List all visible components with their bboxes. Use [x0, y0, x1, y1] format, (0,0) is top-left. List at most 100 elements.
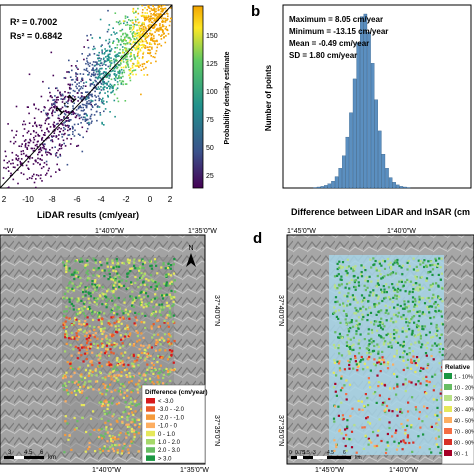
scatter-point — [155, 10, 157, 13]
map-pixel — [171, 295, 174, 299]
map-pixel — [404, 290, 407, 293]
scatter-point — [133, 69, 135, 72]
scatter-point — [44, 174, 47, 176]
map-pixel — [418, 325, 421, 328]
map-pixel — [110, 375, 113, 378]
scatter-point — [11, 159, 14, 161]
scatter-point — [82, 85, 85, 87]
map-pixel — [425, 415, 428, 418]
map-pixel — [350, 344, 353, 348]
scatter-point — [138, 43, 140, 46]
scatter-point — [100, 78, 102, 80]
map-pixel — [76, 357, 79, 360]
scatter-point — [110, 91, 112, 94]
map-pixel — [404, 441, 407, 445]
map-pixel — [81, 295, 84, 298]
map-pixel — [168, 334, 171, 337]
map-pixel — [422, 328, 425, 331]
legend-swatch — [444, 417, 452, 423]
scatter-point — [70, 65, 73, 67]
scatter-point — [132, 8, 135, 11]
scatter-point — [149, 52, 151, 55]
map-pixel — [130, 421, 133, 424]
map-pixel — [140, 272, 143, 275]
scatter-point — [99, 18, 102, 21]
scatter-point — [155, 24, 158, 26]
map-pixel — [339, 335, 342, 338]
map-pixel — [376, 374, 379, 377]
map-pixel — [98, 315, 101, 318]
scatter-point — [90, 99, 92, 102]
map-pixel — [118, 417, 121, 420]
scatter-point — [64, 104, 66, 107]
scatter-point — [118, 74, 120, 77]
map-pixel — [118, 280, 121, 283]
map-pixel — [88, 277, 91, 280]
scatter-point — [92, 61, 95, 63]
map-pixel — [91, 351, 94, 354]
map-pixel — [105, 401, 108, 404]
map-pixel — [169, 267, 172, 270]
map-pixel — [109, 383, 112, 386]
scatter-point — [143, 16, 146, 19]
scatter-point — [167, 33, 170, 35]
scatter-point — [99, 62, 102, 64]
map-pixel — [369, 386, 372, 389]
scatter-point — [174, 20, 176, 22]
scatter-point — [115, 88, 118, 91]
scatter-point — [84, 98, 87, 101]
map-pixel — [171, 304, 174, 308]
scatter-point — [75, 109, 78, 111]
map-pixel — [406, 436, 409, 439]
scatter-point — [151, 21, 154, 24]
map-pixel — [116, 260, 119, 263]
scatter-point — [167, 1, 169, 3]
scatter-point — [106, 72, 108, 75]
map-pixel — [74, 345, 77, 348]
map-pixel — [402, 342, 405, 345]
scatter-point — [151, 33, 154, 35]
map-pixel — [174, 290, 177, 293]
map-pixel — [441, 300, 444, 303]
map-pixel — [110, 378, 113, 381]
map-pixel — [120, 452, 123, 455]
scatter-point — [123, 39, 126, 41]
map-pixel — [149, 354, 152, 358]
scatter-point — [16, 209, 18, 211]
scatter-point — [138, 40, 141, 43]
scatter-point — [115, 54, 117, 56]
scatter-point — [161, 19, 164, 22]
map-pixel — [349, 347, 352, 350]
map-pixel — [113, 321, 116, 325]
x-axis-label: LiDAR results (cm/year) — [37, 210, 139, 220]
map-pixel — [124, 308, 127, 311]
map-pixel — [125, 368, 128, 371]
scatter-point — [87, 46, 90, 49]
map-pixel — [103, 275, 106, 278]
map-pixel — [148, 346, 151, 349]
scatter-point — [69, 76, 72, 78]
scatter-point — [165, 26, 167, 28]
scatter-point — [149, 49, 151, 52]
map-pixel — [109, 423, 112, 426]
map-pixel — [370, 441, 373, 444]
map-pixel — [379, 370, 382, 373]
map-pixel — [84, 290, 87, 293]
map-pixel — [393, 387, 396, 390]
scatter-point — [67, 102, 69, 105]
scatter-point — [148, 43, 151, 45]
scatter-point — [32, 210, 34, 212]
map-pixel — [89, 339, 92, 342]
scatter-point — [61, 144, 63, 146]
map-pixel — [424, 344, 427, 347]
scatter-point — [83, 109, 85, 111]
map-pixel — [423, 325, 427, 328]
map-pixel — [93, 336, 96, 339]
map-pixel — [120, 322, 123, 325]
scatter-point — [126, 34, 129, 36]
scatter-point — [82, 118, 84, 121]
scatter-point — [85, 104, 87, 107]
map-pixel — [399, 289, 402, 292]
relative-legend: Relative 1 - 10%10 - 20%20 - 30%30 - 40%… — [441, 359, 474, 465]
map-pixel — [356, 369, 359, 372]
